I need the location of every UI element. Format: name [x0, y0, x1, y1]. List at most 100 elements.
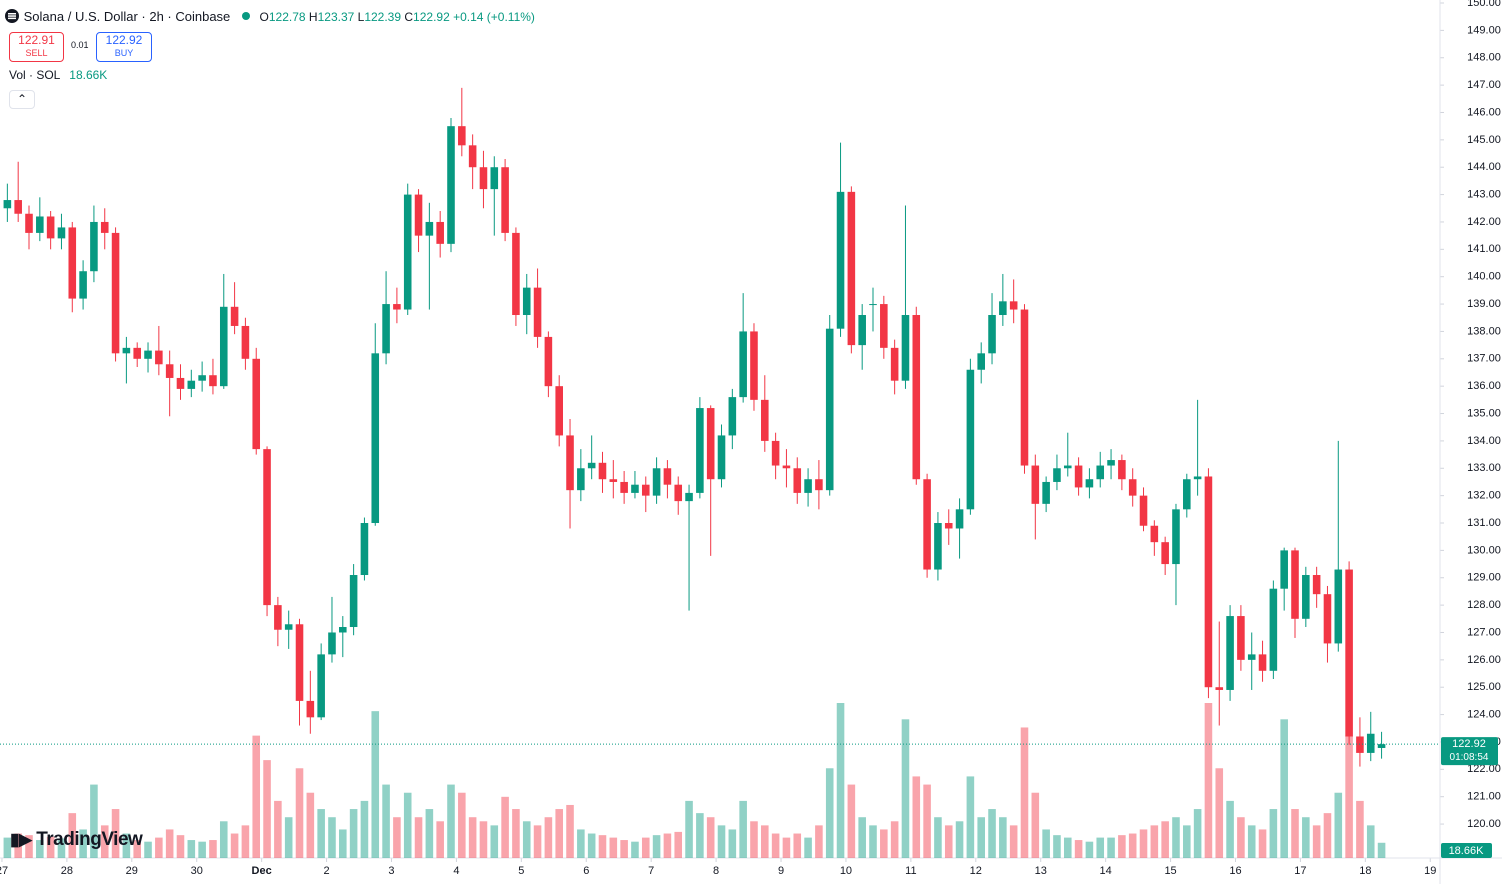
logo[interactable]: ▮▶ TradingView: [10, 829, 143, 850]
volume-value-box: [1441, 843, 1492, 858]
volume-bar: [901, 719, 910, 858]
x-tick-label: 2: [324, 865, 330, 877]
candle-body: [566, 435, 574, 491]
candle-body: [717, 435, 726, 480]
x-tick-label: 12: [970, 865, 982, 877]
volume-bar: [1323, 813, 1332, 858]
volume-bar: [57, 838, 66, 858]
volume-bar: [522, 821, 531, 858]
sell-price: 122.91: [18, 33, 55, 47]
candle-body: [3, 200, 12, 209]
y-tick-label: 126.00: [1467, 654, 1501, 666]
candle-body: [890, 347, 899, 381]
candle-body: [555, 386, 563, 436]
volume-bar: [371, 711, 380, 858]
candle-body: [923, 479, 931, 570]
candle-body: [1269, 588, 1278, 671]
y-tick-label: 139.00: [1467, 298, 1501, 310]
candle-body: [598, 462, 607, 480]
status-dot: [241, 12, 250, 20]
candle-body: [90, 221, 98, 272]
candle-body: [79, 271, 87, 299]
c-value: 122.92: [413, 10, 450, 24]
candle-body: [468, 145, 477, 168]
volume-bar: [804, 837, 812, 858]
volume-bar: [533, 825, 542, 858]
candle-body: [501, 167, 509, 233]
volume-bar: [144, 841, 152, 858]
volume-bar: [458, 792, 466, 858]
volume-bar: [1334, 792, 1343, 858]
y-tick-label: 120.00: [1467, 818, 1501, 830]
candle-body: [371, 353, 380, 524]
candle-body: [1172, 509, 1180, 565]
volume-bar: [999, 817, 1007, 858]
logo-text: TradingView: [36, 829, 143, 850]
candle-body: [393, 304, 401, 310]
x-tick-label: 9: [778, 865, 784, 877]
volume-bar: [1150, 825, 1159, 858]
collapse-button[interactable]: ⌃: [9, 90, 35, 109]
volume-bar: [241, 825, 250, 858]
volume-bar: [46, 836, 55, 858]
candle-body: [1291, 550, 1299, 619]
x-tick-label: 27: [0, 865, 8, 877]
volume-bar: [490, 825, 499, 858]
volume-bar: [1009, 825, 1018, 858]
symbol[interactable]: Solana / U.S. Dollar · 2h · Coinbase: [23, 9, 231, 24]
candle-body: [14, 200, 22, 214]
candle-body: [1334, 569, 1343, 644]
volume-bar: [782, 837, 791, 858]
candle-body: [533, 287, 542, 337]
candle-body: [652, 468, 661, 496]
volume-bar: [349, 809, 358, 858]
volume-bar: [219, 821, 228, 858]
volume-bar: [317, 809, 325, 858]
candle-body: [1247, 654, 1256, 660]
volume-bar: [295, 768, 304, 858]
buy-button[interactable]: 122.92 BUY: [96, 32, 152, 62]
candle-body: [403, 194, 412, 310]
last-price-box: [1441, 737, 1498, 766]
candle-body: [490, 167, 499, 190]
volume-bar: [501, 796, 509, 858]
last-price-label: 122.92: [1452, 738, 1486, 750]
y-tick-label: 144.00: [1467, 161, 1501, 173]
y-tick-label: 138.00: [1467, 325, 1501, 337]
candle-body: [284, 624, 293, 630]
volume-bar: [869, 825, 877, 858]
volume-bar: [1172, 817, 1180, 858]
volume-bar: [1063, 837, 1072, 858]
sell-button[interactable]: 122.91 SELL: [9, 32, 64, 62]
candle-body: [100, 221, 109, 233]
candle-body: [1377, 744, 1386, 748]
candle-body: [436, 221, 444, 244]
x-tick-label: 3: [388, 865, 394, 877]
volume-bar: [209, 840, 217, 858]
volume-bar: [252, 735, 261, 858]
candle-body: [631, 484, 639, 493]
volume-bar: [577, 829, 585, 858]
volume-bar: [641, 837, 650, 858]
y-tick-label: 143.00: [1467, 188, 1501, 200]
candle-body: [425, 221, 434, 236]
candle-body: [955, 509, 964, 529]
candle-body: [306, 700, 315, 718]
candle-body: [750, 331, 758, 400]
volume-bar: [1356, 800, 1364, 858]
y-tick-label: 145.00: [1467, 134, 1501, 146]
x-tick-label: 14: [1100, 865, 1112, 877]
volume-bar: [771, 833, 780, 858]
candle-body: [815, 479, 823, 491]
candle-body: [458, 126, 466, 146]
candle-body: [771, 440, 780, 466]
volume-bar: [934, 817, 942, 858]
y-tick-label: 137.00: [1467, 353, 1501, 365]
candle-body: [57, 227, 66, 239]
volume-bar: [890, 821, 899, 858]
candle-body: [1009, 301, 1018, 310]
candle-body: [382, 304, 390, 354]
volume-bar: [382, 784, 390, 858]
candle-body: [609, 479, 618, 482]
